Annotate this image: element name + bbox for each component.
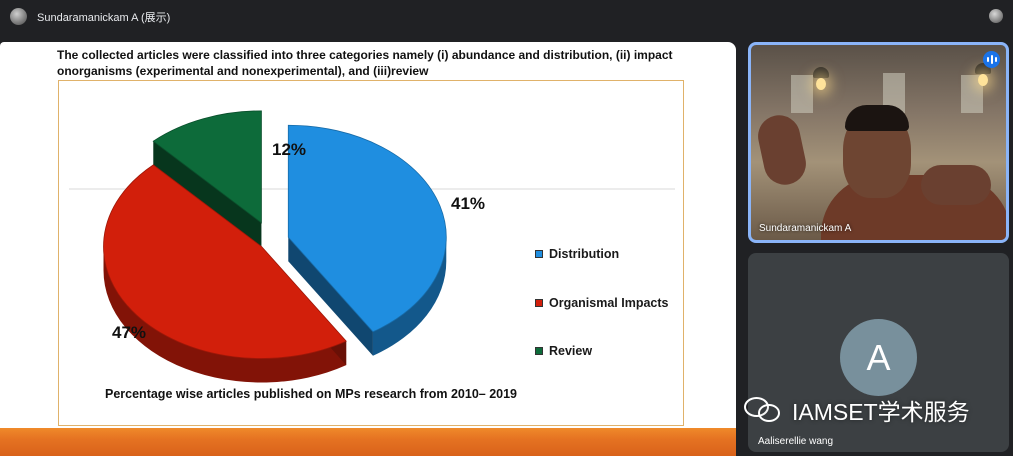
background-lamp-glow: [816, 78, 826, 90]
legend-item-distribution: Distribution: [535, 247, 619, 261]
legend-item-organismal-impacts: Organismal Impacts: [535, 296, 669, 310]
pie-wall-review: [153, 141, 262, 247]
background-window: [883, 73, 905, 113]
wechat-icon: [744, 397, 784, 423]
background-lamp: [813, 67, 829, 78]
pie-slice-organismal-impacts: [103, 164, 347, 359]
pie-slice-distribution: [287, 124, 447, 333]
legend-label: Distribution: [549, 247, 620, 261]
participant-tile-video[interactable]: Sundaramanickam A: [748, 42, 1009, 243]
watermark: IAMSET学术服务: [744, 395, 970, 425]
legend-swatch-review: [535, 347, 543, 355]
background-lamp: [975, 63, 991, 74]
legend-label: Review: [549, 344, 593, 358]
pie-wall-distribution: [288, 237, 373, 356]
slide-heading: The collected articles were classified i…: [57, 48, 673, 78]
pie-chart-frame: 12% 41% 47% Distribution Organismal Impa…: [58, 80, 684, 426]
avatar: A: [840, 319, 917, 396]
audio-level-icon: [983, 51, 1000, 68]
profile-icon[interactable]: [989, 9, 1003, 23]
presenter-title: Sundaramanickam A (展示): [37, 12, 171, 24]
legend-label: Organismal Impacts: [549, 296, 669, 310]
pie-side-distribution: [372, 237, 447, 356]
participant-name: Aaliserellie wang: [758, 436, 834, 447]
legend-swatch-organismal-impacts: [535, 299, 543, 307]
participant-tile-avatar[interactable]: A Aaliserellie wang: [748, 253, 1009, 452]
legend-swatch-distribution: [535, 250, 543, 258]
meeting-top-bar: Sundaramanickam A (展示): [0, 0, 1013, 34]
data-label-review: 12%: [272, 140, 307, 159]
participant-name: Sundaramanickam A: [759, 223, 852, 234]
person-hair: [845, 105, 909, 131]
person-hand: [754, 111, 810, 189]
background-window: [791, 75, 813, 113]
data-label-distribution: 41%: [451, 194, 486, 213]
chart-caption: Percentage wise articles published on MP…: [105, 387, 517, 401]
person-hand: [921, 165, 991, 205]
presenter-avatar: [10, 8, 27, 25]
watermark-text: IAMSET学术服务: [792, 399, 970, 425]
pie-chart: [69, 110, 675, 383]
legend-item-review: Review: [535, 344, 592, 358]
data-label-organismal-impacts: 47%: [112, 323, 147, 342]
pie-slice-review: [152, 110, 262, 224]
shared-slide: The collected articles were classified i…: [0, 42, 736, 456]
background-lamp-glow: [978, 74, 988, 86]
pie-side-organismal-impacts: [103, 246, 347, 383]
slide-footer-band: [0, 428, 736, 456]
background-window: [961, 75, 983, 113]
